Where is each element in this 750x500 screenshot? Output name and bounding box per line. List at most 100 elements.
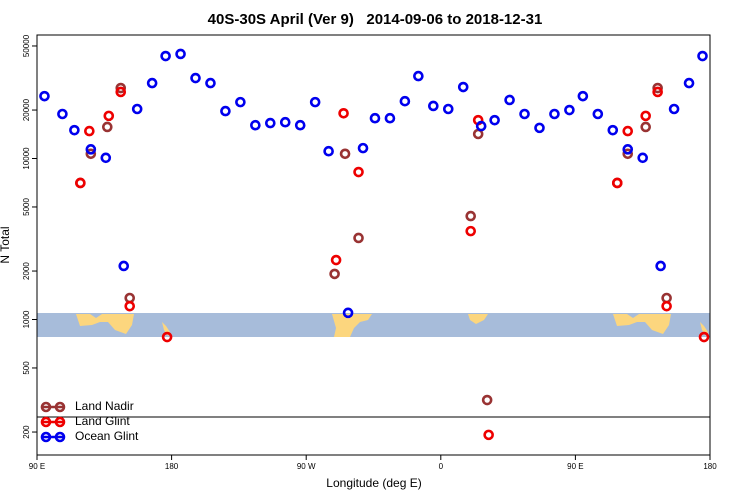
- point: [84, 125, 95, 137]
- point: [465, 210, 477, 222]
- legend-swatch: [40, 401, 52, 413]
- point: [353, 232, 364, 244]
- point: [69, 124, 80, 136]
- point: [357, 142, 369, 154]
- point: [489, 114, 500, 126]
- point: [235, 96, 246, 108]
- legend-label: Land Nadir: [75, 399, 134, 413]
- point: [483, 429, 494, 441]
- point: [637, 152, 649, 164]
- x-tick-label: 180: [703, 462, 717, 471]
- point: [339, 148, 351, 160]
- point: [564, 104, 575, 116]
- point: [118, 260, 130, 272]
- point: [329, 268, 340, 280]
- point: [661, 292, 672, 304]
- point: [668, 103, 680, 115]
- point: [160, 50, 171, 62]
- point: [384, 112, 396, 124]
- point: [622, 144, 634, 155]
- point: [205, 77, 216, 89]
- point: [265, 117, 276, 129]
- point: [115, 86, 127, 98]
- point: [124, 292, 136, 304]
- y-tick-label: 5000: [22, 198, 31, 216]
- legend-swatch: [40, 431, 52, 443]
- legend-swatch: [54, 401, 66, 413]
- legend-label: Land Glint: [75, 414, 130, 428]
- point: [342, 307, 354, 319]
- point: [353, 166, 364, 178]
- x-tick-label: 180: [165, 462, 179, 471]
- x-tick-label: 90 E: [567, 462, 583, 471]
- point: [115, 82, 127, 94]
- point: [75, 177, 86, 189]
- y-tick-label: 1000: [22, 310, 31, 328]
- point: [640, 110, 651, 122]
- point: [190, 72, 201, 84]
- point: [622, 125, 634, 137]
- point: [652, 82, 663, 94]
- point: [330, 254, 342, 266]
- point: [519, 108, 530, 120]
- point: [592, 108, 604, 120]
- point: [101, 121, 113, 133]
- point: [161, 331, 173, 343]
- ocean-band: [37, 313, 710, 337]
- x-tick-label: 0: [439, 462, 444, 471]
- y-tick-label: 20000: [22, 98, 31, 121]
- point: [661, 300, 672, 312]
- x-tick-label: 90 E: [29, 462, 45, 471]
- point: [279, 116, 291, 128]
- legend-swatch: [40, 416, 52, 428]
- point: [146, 77, 158, 89]
- map-background: [37, 313, 710, 337]
- point: [607, 124, 619, 136]
- point: [369, 112, 381, 124]
- point: [131, 103, 143, 115]
- point: [103, 110, 115, 122]
- point: [577, 90, 589, 102]
- legend-swatch: [54, 431, 66, 443]
- land-shape: [76, 314, 134, 334]
- point: [683, 77, 695, 89]
- y-tick-label: 500: [22, 361, 31, 375]
- point: [413, 70, 424, 82]
- point: [294, 119, 306, 131]
- legend-swatch: [54, 416, 66, 428]
- point: [85, 148, 97, 160]
- y-axis-label: N Total: [0, 226, 12, 263]
- x-axis-label: Longitude (deg E): [326, 476, 421, 490]
- point: [534, 122, 545, 134]
- point: [611, 177, 623, 189]
- point: [481, 394, 493, 406]
- y-tick-label: 10000: [22, 147, 31, 170]
- point: [640, 121, 651, 133]
- land-shape: [468, 314, 488, 324]
- point: [457, 81, 469, 93]
- point: [250, 119, 261, 131]
- point: [39, 90, 50, 102]
- point: [100, 152, 112, 164]
- point: [175, 48, 186, 60]
- point: [428, 100, 439, 112]
- plot-frame: [36, 34, 711, 456]
- point: [338, 107, 349, 119]
- y-tick-label: 200: [22, 425, 31, 439]
- y-tick-label: 50000: [22, 34, 31, 57]
- point: [655, 260, 666, 272]
- point: [698, 331, 710, 343]
- land-shape: [613, 314, 671, 334]
- chart-title: 40S-30S April (Ver 9) 2014-09-06 to 2018…: [208, 11, 543, 28]
- point: [442, 103, 454, 115]
- point: [504, 94, 515, 106]
- x-tick-label: 90 W: [297, 462, 316, 471]
- point: [57, 108, 68, 120]
- point: [652, 86, 663, 98]
- point: [475, 120, 487, 132]
- point: [309, 96, 321, 108]
- point: [124, 300, 136, 312]
- point: [622, 148, 634, 160]
- point: [85, 144, 97, 155]
